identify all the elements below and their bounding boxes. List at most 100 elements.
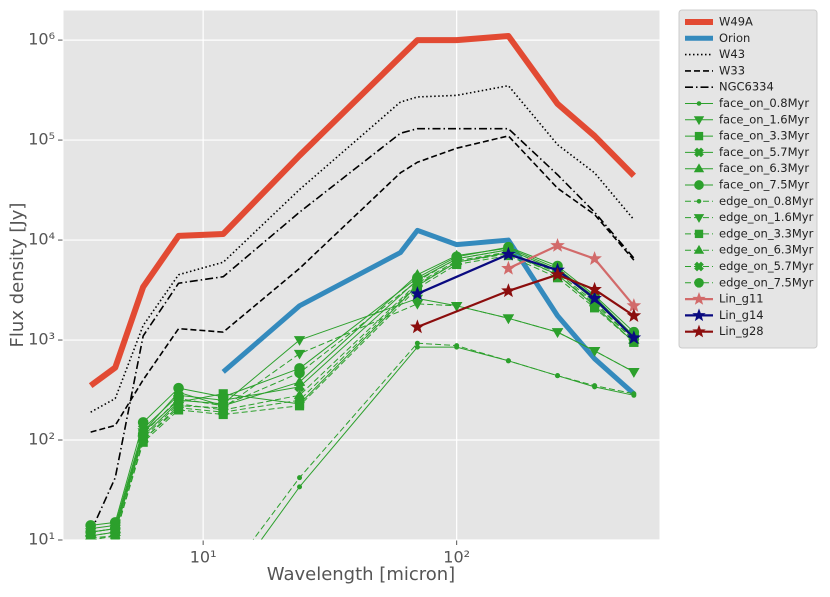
- marker: [293, 349, 306, 360]
- series: [89, 127, 635, 533]
- marker: [294, 394, 305, 406]
- marker: [692, 324, 706, 338]
- series: [90, 135, 635, 433]
- legend: W49A Orion W43 W33 NGC6334 face_on_0.8Myrface…: [678, 9, 818, 349]
- marker: [410, 319, 425, 334]
- series: [221, 340, 637, 582]
- y-tick-label: 10⁶: [28, 30, 55, 49]
- marker: [297, 484, 303, 490]
- line: [260, 346, 634, 540]
- line: [90, 135, 635, 433]
- line: [90, 303, 635, 540]
- line: [89, 127, 635, 533]
- marker: [414, 344, 420, 350]
- marker: [501, 260, 516, 275]
- marker: [550, 267, 565, 281]
- line: [90, 84, 635, 413]
- marker: [412, 275, 423, 287]
- legend-label: W33: [719, 63, 745, 77]
- marker: [411, 300, 424, 310]
- marker: [137, 417, 149, 428]
- marker: [694, 261, 704, 272]
- x-axis-label: Wavelength [micron]: [267, 564, 455, 585]
- marker: [694, 277, 704, 288]
- marker: [217, 391, 229, 403]
- legend-label: Lin_g28: [719, 324, 764, 338]
- y-tick-label: 10³: [28, 330, 55, 349]
- marker: [293, 336, 306, 346]
- marker: [505, 358, 511, 364]
- marker: [217, 400, 229, 412]
- y-tick-label: 10¹: [28, 530, 55, 549]
- y-tick-label: 10⁵: [28, 130, 55, 149]
- marker: [588, 346, 601, 357]
- legend-label: NGC6334: [719, 80, 774, 94]
- legend-label: W43: [719, 47, 745, 61]
- legend-label: face_on_0.8Myr: [719, 96, 809, 110]
- series-layer: [84, 32, 642, 582]
- marker: [137, 428, 149, 440]
- legend-label: Lin_g14: [719, 308, 764, 322]
- legend-label: face_on_5.7Myr: [719, 145, 809, 159]
- marker: [693, 116, 705, 126]
- marker: [693, 163, 705, 173]
- marker: [694, 229, 704, 239]
- marker: [221, 578, 225, 582]
- legend-label: edge_on_0.8Myr: [719, 194, 814, 208]
- marker: [694, 180, 704, 190]
- x-tick-label: 10²: [443, 548, 470, 567]
- marker: [694, 147, 704, 158]
- marker: [587, 251, 602, 265]
- marker: [502, 314, 515, 325]
- marker: [696, 101, 702, 106]
- marker: [173, 393, 184, 404]
- marker: [293, 376, 306, 386]
- legend-label: edge_on_7.5Myr: [719, 275, 814, 289]
- marker: [693, 244, 705, 254]
- marker: [450, 301, 463, 312]
- marker: [587, 290, 602, 305]
- marker: [692, 308, 706, 322]
- marker: [109, 523, 121, 534]
- marker: [173, 382, 184, 394]
- marker: [294, 367, 305, 379]
- marker: [501, 283, 516, 298]
- marker: [696, 199, 702, 204]
- marker: [631, 391, 637, 397]
- marker: [451, 253, 462, 265]
- marker: [694, 131, 704, 141]
- marker: [551, 328, 564, 338]
- marker: [626, 330, 642, 345]
- series: [90, 84, 635, 413]
- series: [88, 32, 636, 389]
- y-tick-label: 10²: [28, 430, 55, 449]
- y-tick-label: 10⁴: [28, 230, 55, 249]
- marker: [410, 286, 425, 301]
- series: [501, 237, 642, 313]
- y-axis-label: Flux density [Jy]: [7, 203, 28, 348]
- legend-label: face_on_1.6Myr: [719, 112, 809, 126]
- marker: [297, 475, 303, 481]
- marker: [587, 281, 602, 296]
- marker: [414, 340, 420, 346]
- plot-frame: [62, 9, 661, 541]
- marker: [693, 214, 705, 223]
- axes: 10¹ 10² 10¹ 10² 10³ 10⁴ 10⁵ 10⁶: [28, 9, 661, 567]
- legend-label: edge_on_1.6Myr: [719, 210, 814, 224]
- marker: [626, 308, 642, 322]
- line: [88, 32, 636, 389]
- marker: [501, 246, 516, 261]
- legend-label: face_on_7.5Myr: [719, 178, 809, 192]
- legend-label: face_on_6.3Myr: [719, 161, 809, 175]
- marker: [85, 526, 96, 538]
- marker: [454, 343, 460, 349]
- legend-label: Orion: [719, 31, 750, 45]
- legend-label: edge_on_6.3Myr: [719, 243, 814, 257]
- marker: [692, 292, 706, 305]
- legend-label: Lin_g11: [719, 292, 764, 306]
- marker: [555, 373, 561, 379]
- legend-label: edge_on_5.7Myr: [719, 259, 814, 273]
- marker: [550, 237, 565, 252]
- marker: [592, 383, 598, 389]
